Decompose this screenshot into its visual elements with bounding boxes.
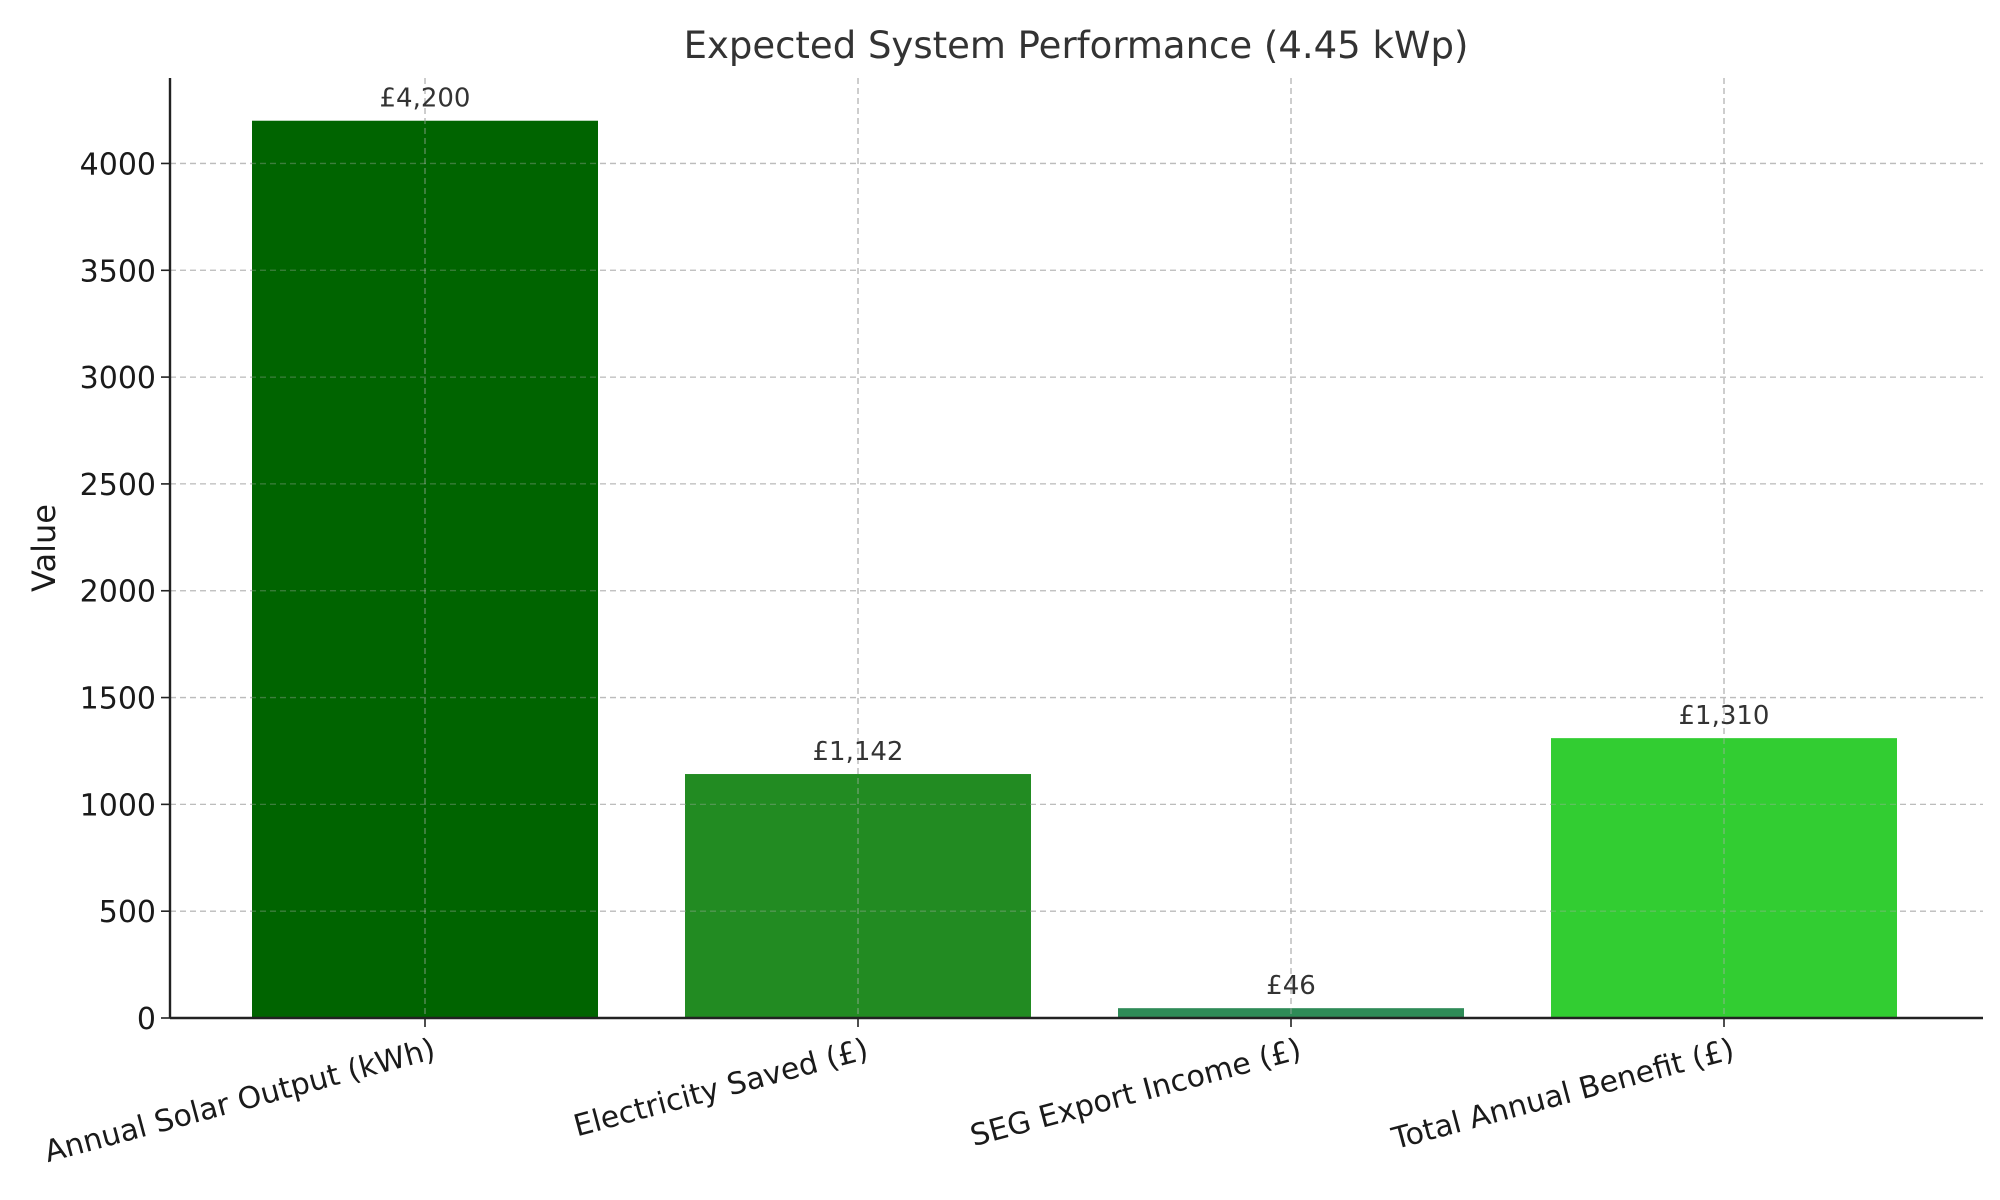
bar-data-label: £1,142 — [813, 737, 904, 767]
axes — [168, 78, 1983, 1020]
bar-data-label: £4,200 — [380, 84, 471, 114]
bar — [685, 774, 1031, 1018]
y-tick-label: 3500 — [80, 254, 156, 289]
chart-title: Expected System Performance (4.45 kWp) — [684, 24, 1469, 67]
bars — [170, 78, 1983, 1019]
x-ticks: Annual Solar Output (kWh) Electricity Sav… — [41, 1018, 1738, 1170]
bar-data-label: £1,310 — [1679, 701, 1770, 731]
bar-data-label: £46 — [1266, 971, 1316, 1001]
data-labels: £4,200 £1,142 £46 £1,310 — [380, 84, 1770, 1001]
x-category-label: Electricity Saved (£) — [570, 1032, 872, 1144]
y-tick-label: 2000 — [80, 575, 156, 610]
y-ticks: 0 500 1000 1500 2000 2500 3000 3500 4000 — [80, 147, 170, 1037]
y-tick-label: 500 — [99, 895, 156, 930]
y-tick-label: 3000 — [80, 361, 156, 396]
y-tick-label: 1500 — [80, 682, 156, 717]
y-tick-label: 2500 — [80, 468, 156, 503]
y-axis-title: Value — [25, 504, 63, 592]
y-tick-label: 0 — [137, 1002, 156, 1037]
y-tick-label: 4000 — [80, 147, 156, 182]
x-category-label: Total Annual Benefit (£) — [1387, 1032, 1738, 1157]
x-category-label: SEG Export Income (£) — [967, 1032, 1305, 1154]
x-category-label: Annual Solar Output (kWh) — [41, 1032, 439, 1170]
y-tick-label: 1000 — [80, 788, 156, 823]
